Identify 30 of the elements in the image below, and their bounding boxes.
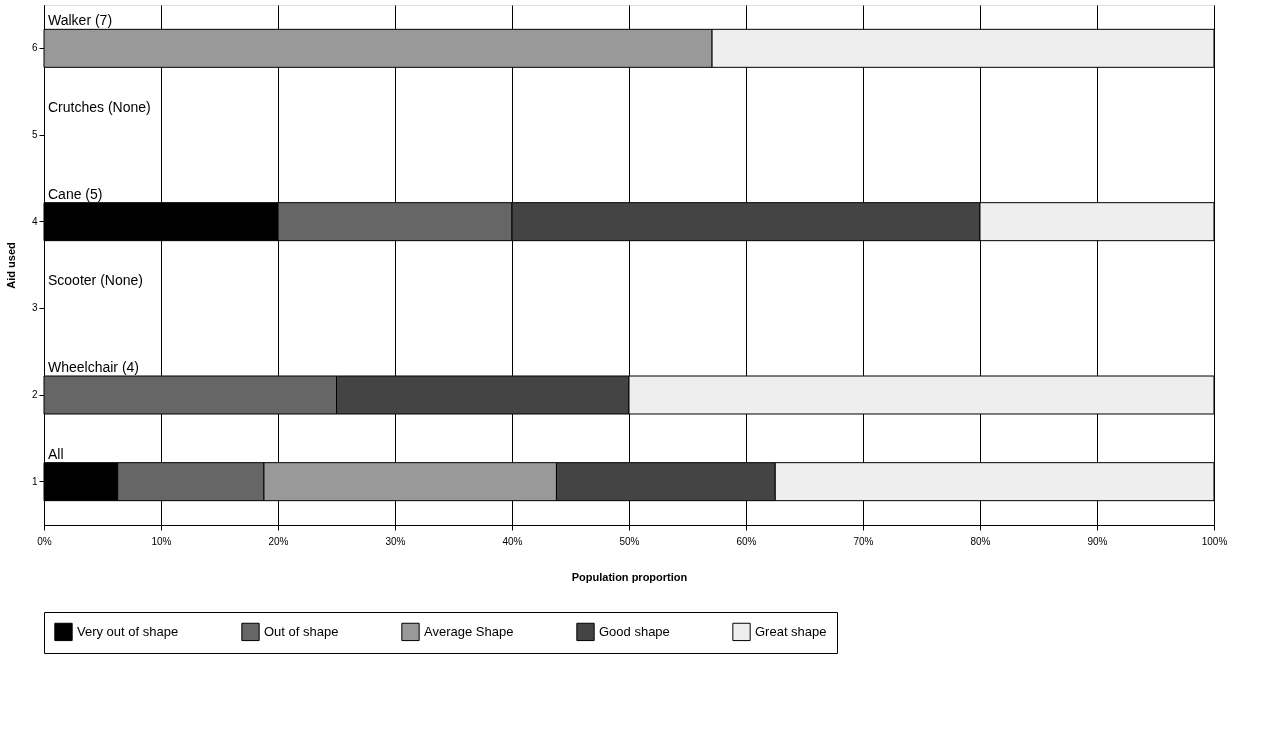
legend-label: Good shape <box>599 623 670 639</box>
x-tick-label: 30% <box>385 535 406 547</box>
y-tick-label: 5 <box>31 129 38 140</box>
annotation: All <box>48 445 64 462</box>
x-tick-label: 60% <box>736 535 757 547</box>
x-tick-label: 100% <box>1201 535 1228 547</box>
legend-label: Very out of shape <box>77 623 179 639</box>
annotation: Cane (5) <box>48 185 103 202</box>
annotation: Wheelchair (4) <box>48 359 140 375</box>
annotation: Walker (7) <box>48 12 113 29</box>
annotation: Crutches (None) <box>48 99 151 115</box>
y-tick-label: 6 <box>31 42 38 54</box>
legend-label: Great shape <box>755 623 827 639</box>
y-tick-label: 1 <box>31 475 38 487</box>
y-tick-label: 4 <box>31 215 38 227</box>
y-tick-label: 3 <box>31 302 38 314</box>
x-axis-title: Population proportion <box>571 570 688 583</box>
y-tick-label: 2 <box>31 389 38 400</box>
legend-label: Out of shape <box>264 623 339 639</box>
legend-label: Average Shape <box>424 623 514 639</box>
x-tick-label: 90% <box>1087 535 1108 547</box>
x-tick-label: 10% <box>151 535 172 547</box>
y-axis-title: Aid used <box>4 242 17 289</box>
x-tick-label: 80% <box>970 535 991 547</box>
x-tick-label: 40% <box>502 535 523 547</box>
annotation: Scooter (None) <box>48 272 143 289</box>
x-tick-label: 0% <box>37 535 52 547</box>
x-tick-label: 20% <box>268 535 289 547</box>
x-tick-label: 70% <box>853 535 874 547</box>
x-tick-label: 50% <box>619 535 640 547</box>
